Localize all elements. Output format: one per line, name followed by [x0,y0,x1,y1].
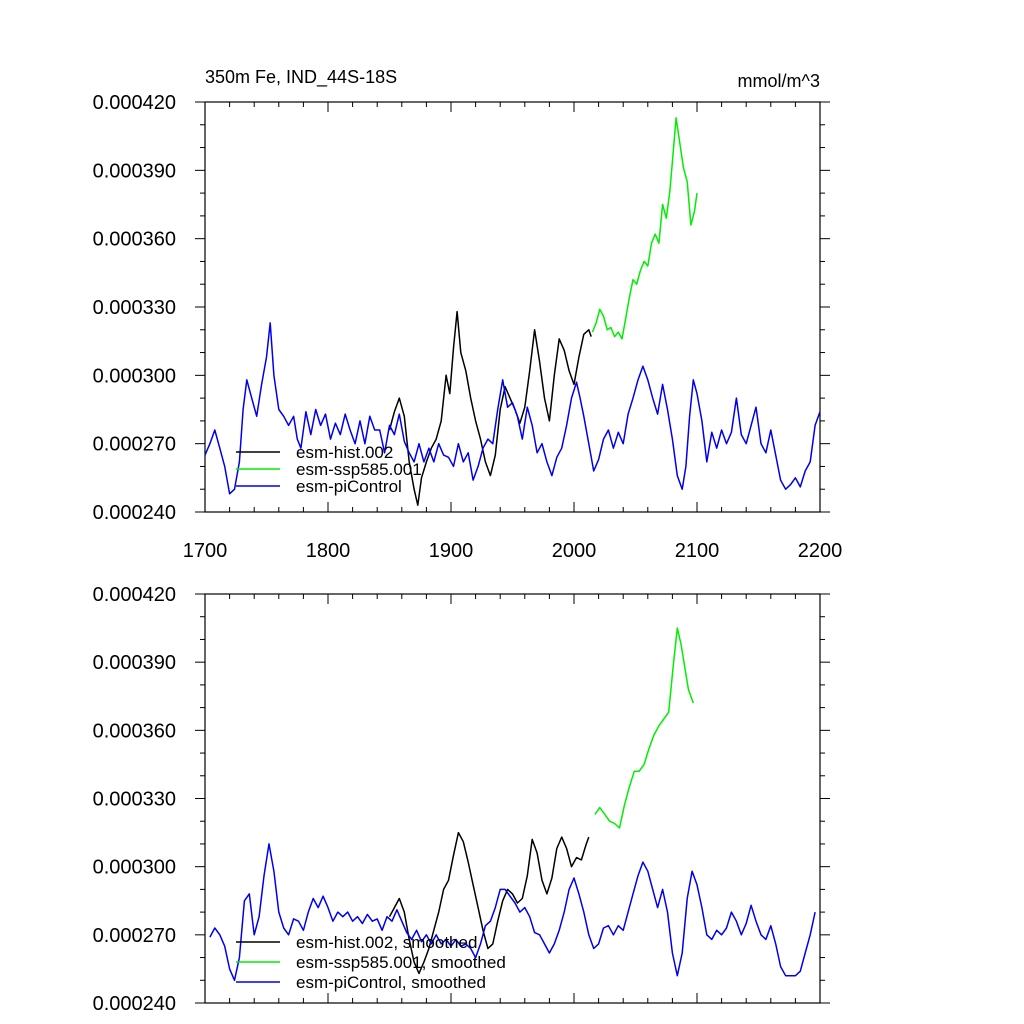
y-tick-label: 0.000390 [93,652,176,674]
series-line [204,322,821,495]
y-tick-label: 0.000360 [93,229,176,251]
legend-label: esm-ssp585.001 [296,460,422,479]
y-tick-label: 0.000330 [93,789,176,811]
y-tick-label: 0.000300 [93,365,176,387]
y-tick-label: 0.000360 [93,720,176,742]
series-line [388,831,590,975]
y-tick-label: 0.000390 [93,160,176,182]
series-line [594,627,695,829]
x-tick-label: 2200 [798,540,843,562]
y-tick-label: 0.000330 [93,297,176,319]
x-tick-label: 2100 [675,540,720,562]
series-line [591,117,698,340]
legend-label: esm-hist.002, smoothed [296,933,477,952]
x-tick-label: 1700 [183,540,228,562]
y-tick-label: 0.000420 [93,584,176,606]
y-tick-label: 0.000420 [93,92,176,114]
legend-label: esm-hist.002 [296,443,393,462]
y-tick-label: 0.000270 [93,434,176,456]
top-panel: 0.000240 0.000270 0.000300 0.000330 0.000360… [93,92,843,562]
y-tick-label: 0.000300 [93,857,176,879]
legend-label: esm-piControl, smoothed [296,973,486,992]
x-tick-label: 1900 [429,540,474,562]
chart-title: 350m Fe, IND_44S-18S [205,67,397,88]
legend-label: esm-ssp585.001, smoothed [296,953,506,972]
bottom-panel: 0.000240 0.000270 0.000300 0.000330 0.000360… [93,584,830,1015]
chart-units: mmol/m^3 [738,71,820,91]
series-line [388,310,592,506]
x-tick-label: 2000 [552,540,597,562]
series-line [209,843,816,982]
legend-label: esm-piControl [296,477,402,496]
y-tick-label: 0.000240 [93,993,176,1015]
x-tick-label: 1800 [306,540,351,562]
y-tick-label: 0.000240 [93,502,176,524]
y-tick-label: 0.000270 [93,925,176,947]
